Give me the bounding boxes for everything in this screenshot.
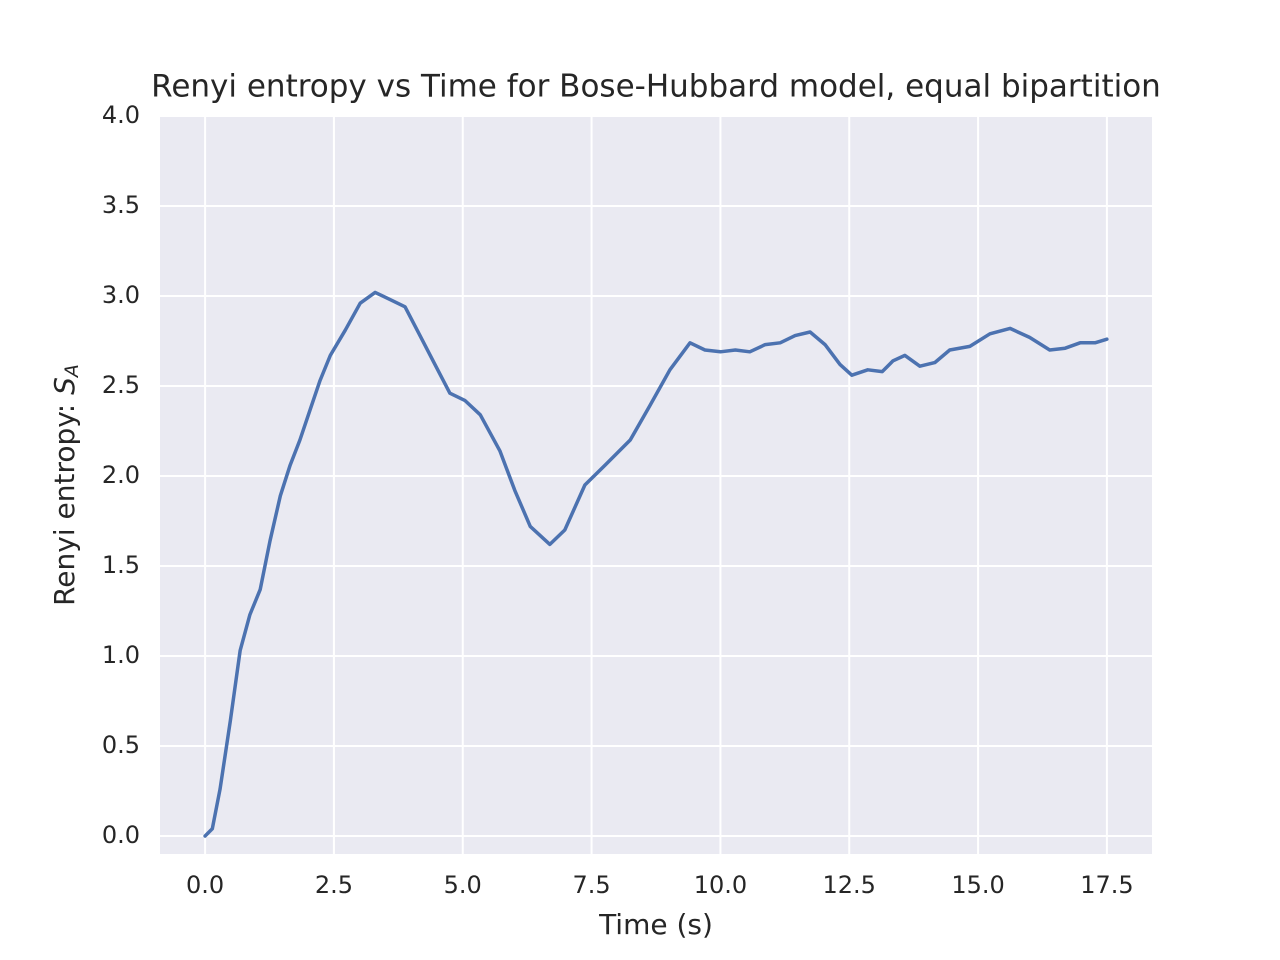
y-label-text: Renyi entropy: <box>48 395 81 606</box>
data-line <box>203 290 1109 838</box>
plot-area <box>160 116 1152 854</box>
chart-title: Renyi entropy vs Time for Bose-Hubbard m… <box>151 69 1161 105</box>
x-tick-label: 5.0 <box>444 871 482 899</box>
y-tick-label: 4.0 <box>102 101 140 129</box>
y-tick-label: 0.0 <box>102 821 140 849</box>
x-tick-label: 2.5 <box>315 871 353 899</box>
y-tick-label: 2.0 <box>102 461 140 489</box>
x-tick-label: 17.5 <box>1080 871 1133 899</box>
y-tick-label: 2.5 <box>102 371 140 399</box>
x-tick-label: 7.5 <box>572 871 610 899</box>
y-tick-label: 3.5 <box>102 191 140 219</box>
y-axis-label: Renyi entropy: SA <box>48 364 83 606</box>
grid <box>160 115 1152 854</box>
y-tick-label: 1.5 <box>102 551 140 579</box>
x-tick-label: 15.0 <box>951 871 1004 899</box>
y-tick-label: 0.5 <box>102 731 140 759</box>
y-tick-label: 3.0 <box>102 281 140 309</box>
x-tick-label: 0.0 <box>186 871 224 899</box>
y-label-symbol: S <box>48 377 81 395</box>
y-tick-label: 1.0 <box>102 641 140 669</box>
x-tick-label: 12.5 <box>823 871 876 899</box>
x-tick-label: 10.0 <box>694 871 747 899</box>
x-axis-label: Time (s) <box>598 908 713 941</box>
y-label-subscript: A <box>61 364 83 379</box>
